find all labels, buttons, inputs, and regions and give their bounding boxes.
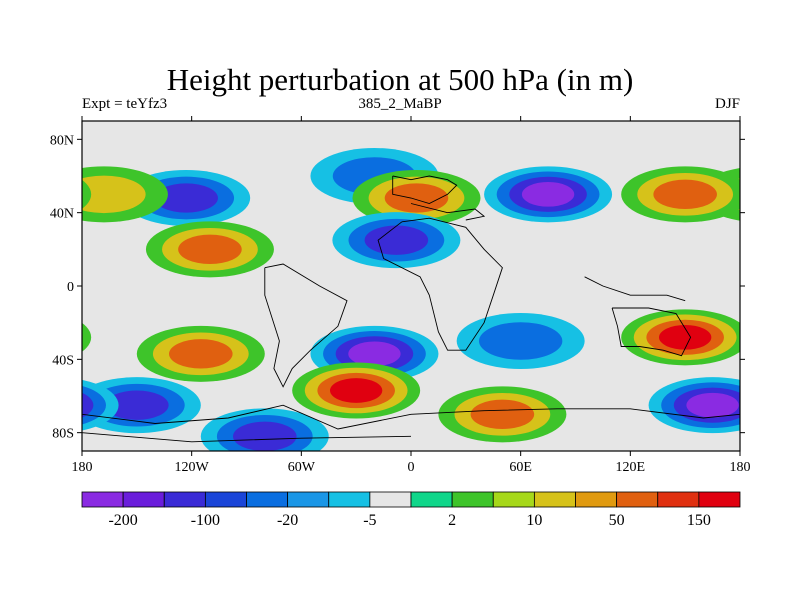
colorbar-label: 10 [526,512,542,529]
coastline [82,404,740,430]
y-tick-label: 80S [52,427,74,442]
x-axis: 180 120W 60W 0 60E 120E 180 [72,116,751,475]
colorbar-swatch [575,491,618,508]
colorbar-swatch [410,491,453,508]
contour-region [105,390,169,420]
experiment-label: Expt = teYfz3 [82,96,168,112]
contour-region [686,392,739,418]
y-tick-label: 40S [52,353,74,368]
contour-region [470,399,535,430]
contour-region [82,392,94,418]
x-tick-label: 0 [408,460,415,475]
coastline [392,175,458,204]
coastline [410,203,486,221]
colorbar-label: 50 [609,512,625,529]
colorbar-swatch [616,491,659,508]
coastline [584,276,686,302]
contour-region [478,322,563,360]
colorbar-swatch [122,491,165,508]
x-tick-label: 180 [730,460,751,475]
colorbar-swatch [246,491,289,508]
contour-region [521,181,575,207]
plot-title: Height perturbation at 500 hPa (in m) [166,62,634,97]
contour-region [169,339,233,369]
contour-region [154,183,218,213]
coastline [82,432,412,443]
colorbar-label: -5 [363,512,376,529]
colorbar-swatch [81,491,124,508]
contour-region [82,175,146,214]
contour-region [730,390,740,420]
x-tick-label: 180 [72,460,93,475]
colorbar-swatch [492,491,535,508]
colorbar-label: -20 [277,512,298,529]
contour-region [653,179,717,209]
contour-region [233,421,297,451]
coastline [377,217,503,351]
contour-region [329,378,383,403]
colorbar-label: 150 [687,512,711,529]
y-tick-label: 80N [50,133,74,148]
colorbar-label: -200 [108,512,137,529]
contour-field [82,121,740,451]
coastlines [82,175,740,443]
contour-region [384,183,449,213]
contour-region [658,324,712,350]
contour-region [82,179,92,209]
x-tick-label: 60W [288,460,316,475]
colorbar-label: 2 [448,512,456,529]
contour-region [82,322,92,352]
colorbar-swatch [698,491,741,508]
season-label: DJF [714,96,740,112]
contour-region [348,341,401,367]
colorbar-swatch [657,491,700,508]
x-tick-label: 60E [509,460,532,475]
colorbar-swatch [369,491,412,508]
coastline [611,307,692,357]
colorbar-swatch [451,491,494,508]
x-tick-label: 120W [175,460,210,475]
colorbar-swatch [287,491,330,508]
colorbar-swatch [204,491,247,508]
coastline [264,263,348,388]
colorbar-label: -100 [191,512,220,529]
x-tick-label: 120E [616,460,646,475]
colorbar: -200 -100 -20 -5 2 10 50 150 [81,491,741,529]
contour-region [178,234,242,264]
y-tick-label: 40N [50,207,74,222]
colorbar-swatch [533,491,576,508]
contour-region [364,225,429,255]
y-tick-label: 0 [67,280,74,295]
colorbar-swatch [328,491,371,508]
y-axis: 80N 40N 0 40S 80S [50,133,745,442]
colorbar-swatch [163,491,206,508]
run-label: 385_2_MaBP [358,96,442,112]
